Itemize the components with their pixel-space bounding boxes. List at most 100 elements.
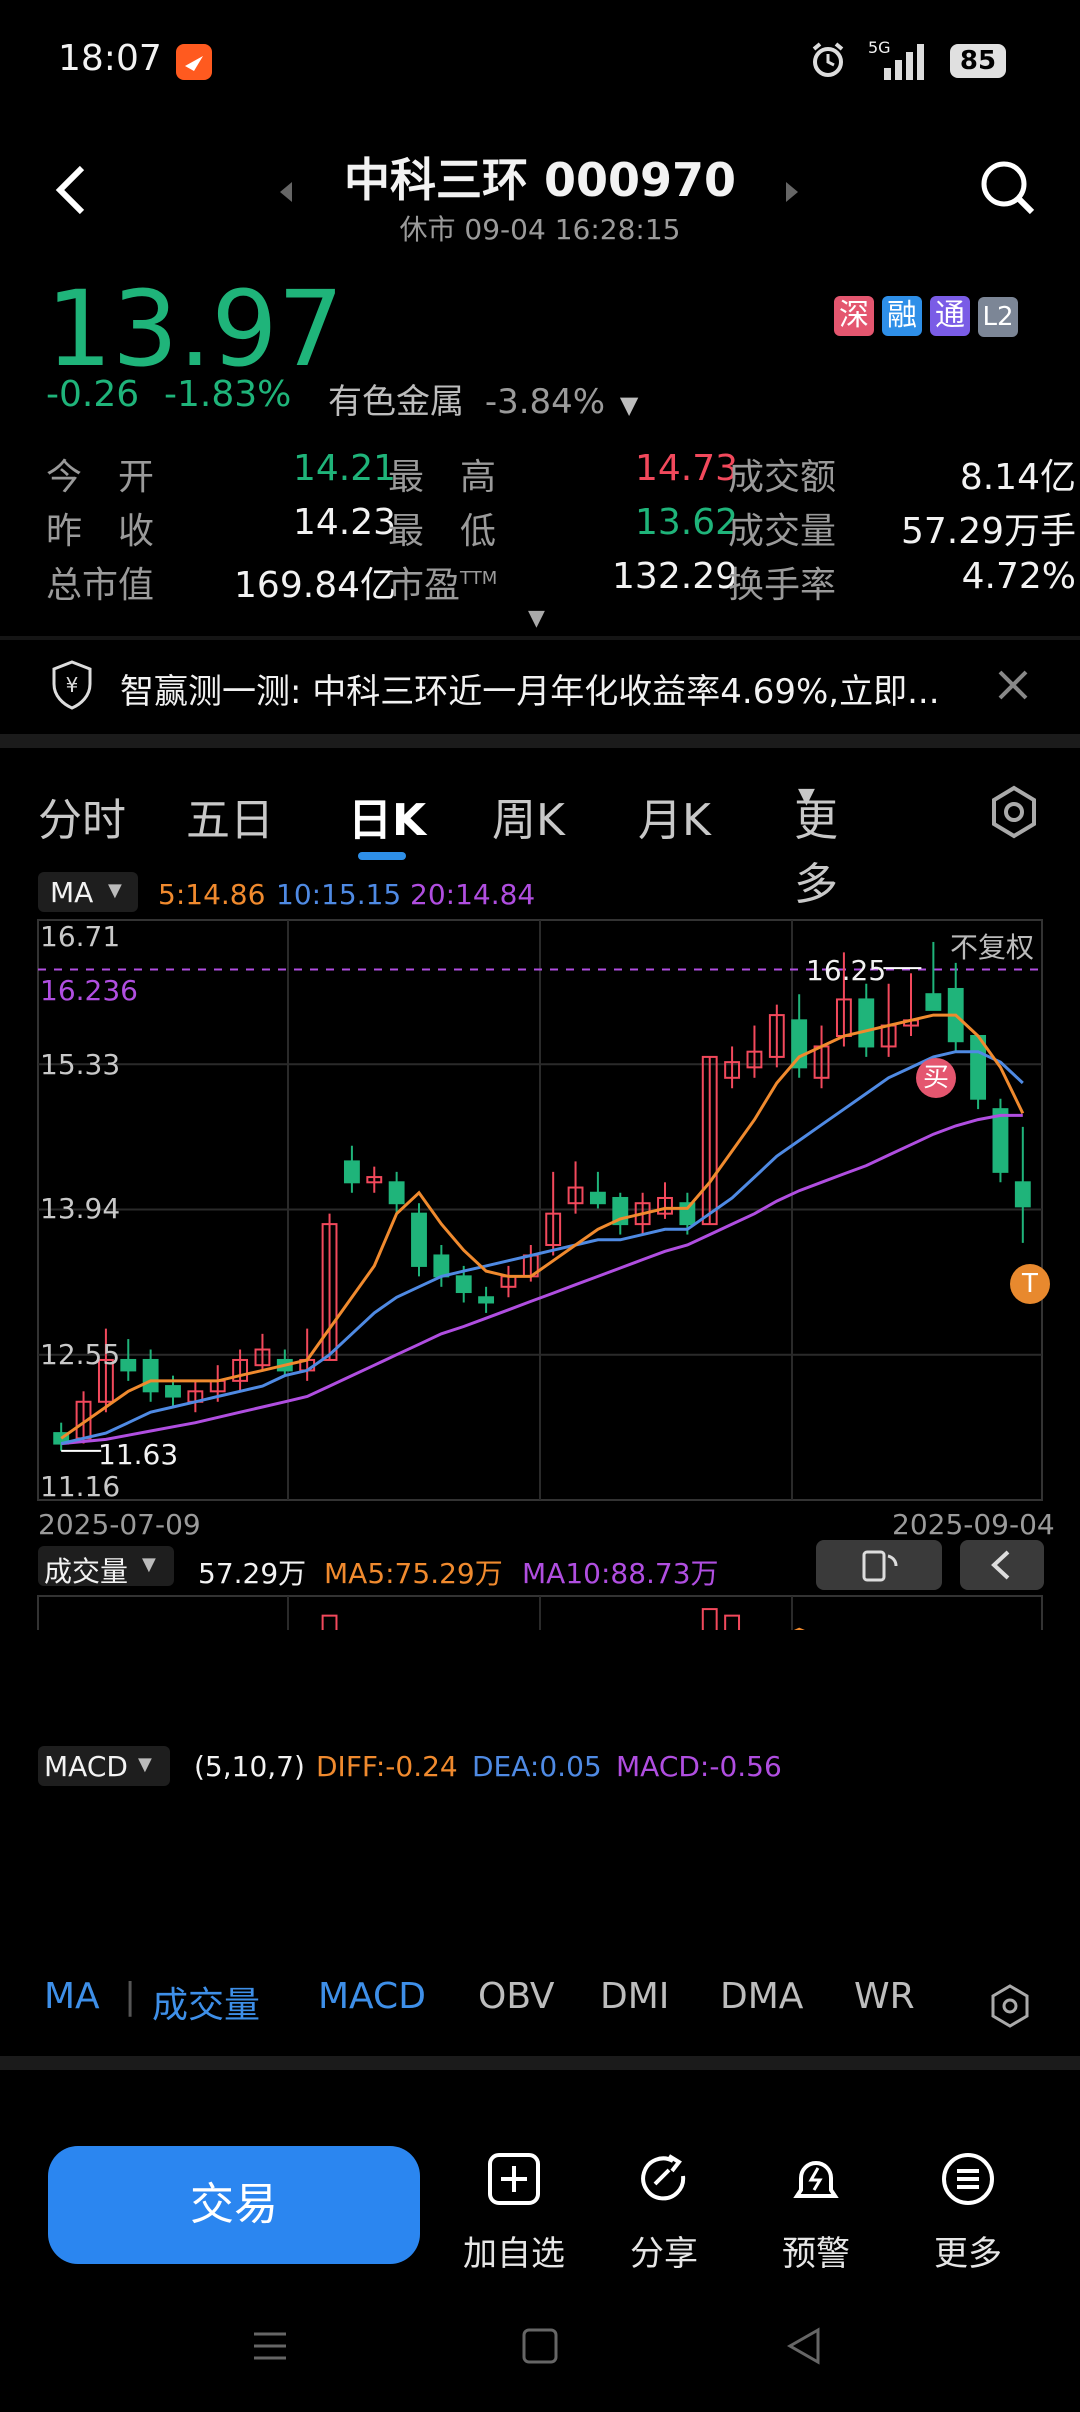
ma20-line: [61, 1113, 1023, 1446]
candle-body: [634, 1202, 651, 1226]
alarm-icon: [808, 40, 848, 84]
value-low: 13.62: [634, 502, 738, 543]
ma-selector[interactable]: MA ▼: [38, 872, 138, 912]
search-icon[interactable]: [978, 158, 1038, 222]
network-type: 5G: [868, 38, 891, 57]
prev-stock-icon[interactable]: [278, 180, 294, 208]
status-time: 18:07: [58, 38, 162, 79]
share-label: 分享: [630, 2234, 698, 2274]
indicator-tab-obv[interactable]: OBV: [478, 1976, 555, 2017]
more-button[interactable]: 更多: [908, 2150, 1028, 2275]
market-status: 休市 09-04 16:28:15: [399, 213, 681, 246]
collapse-panel-button[interactable]: [960, 1540, 1044, 1590]
alert-button[interactable]: 预警: [756, 2150, 876, 2275]
high-marker-label: 16.25: [806, 954, 887, 987]
macd-params: (5,10,7): [194, 1750, 305, 1783]
volume-bar: [701, 1608, 718, 1630]
macd-selector[interactable]: MACD ▼: [38, 1746, 170, 1786]
tab-more-label: 更多: [794, 795, 838, 910]
volume-selector[interactable]: 成交量 ▼: [38, 1546, 174, 1588]
indicator-tab-dma[interactable]: DMA: [720, 1976, 804, 2017]
volume-ma10: MA10:88.73万: [522, 1557, 719, 1590]
candle-body: [411, 1212, 427, 1267]
candle-body: [545, 1212, 562, 1247]
chevron-down-icon: ▼: [798, 784, 815, 809]
y-tick-4: 12.55: [40, 1338, 121, 1371]
badge-row: 深融通 L2: [826, 296, 1018, 337]
label-volume: 成交量: [728, 511, 837, 552]
tab-weekly-k[interactable]: 周K: [492, 795, 565, 846]
candle-body: [724, 1061, 741, 1079]
tab-monthly-k[interactable]: 月K: [638, 795, 711, 846]
label-open: 今 开: [46, 457, 155, 498]
kline-chart[interactable]: [0, 910, 1080, 1630]
divider: [0, 636, 1080, 640]
candle-body: [589, 1191, 606, 1205]
home-icon[interactable]: [520, 2326, 560, 2370]
macd-value: MACD:-0.56: [616, 1750, 782, 1783]
indicator-tab-volume[interactable]: 成交量: [152, 1985, 261, 2026]
candle-body: [992, 1108, 1009, 1173]
volume-ma5-line: [793, 1627, 805, 1630]
trade-button[interactable]: 交易: [48, 2146, 420, 2264]
adjust-mode-label[interactable]: 不复权: [950, 931, 1035, 964]
date-start: 2025-07-09: [38, 1508, 201, 1541]
more-label: 更多: [934, 2234, 1002, 2274]
candle-body: [701, 1055, 718, 1226]
macd-diff: DIFF:-0.24: [316, 1750, 458, 1783]
back-button[interactable]: [52, 162, 92, 222]
value-prev-close: 14.23: [292, 502, 396, 543]
system-nav-bar: [0, 2286, 1080, 2412]
more-menu-icon: [942, 2153, 994, 2205]
recent-apps-icon[interactable]: [250, 2326, 290, 2370]
battery-level: 85: [959, 46, 997, 76]
status-bar: 18:07 5G 85: [0, 0, 1080, 120]
indicator-tab-ma[interactable]: MA: [44, 1976, 100, 2017]
label-prev-close: 昨 收: [46, 511, 155, 552]
indicator-settings-icon[interactable]: [986, 1982, 1034, 2034]
candle-body: [478, 1296, 495, 1304]
y-tick-bottom: 11.16: [40, 1470, 121, 1503]
next-stock-icon[interactable]: [784, 180, 800, 208]
value-market-cap: 169.84亿: [234, 565, 396, 606]
ma5-value: 5:14.86: [158, 878, 266, 911]
indicator-tab-dmi[interactable]: DMI: [600, 1976, 670, 2017]
volume-bar: [724, 1614, 741, 1630]
ma10-line: [60, 1050, 1024, 1446]
candle-body: [567, 1186, 584, 1205]
expand-stats-icon[interactable]: ▼: [528, 606, 545, 631]
page-title: 中科三环 000970: [343, 153, 737, 207]
price-change-pct: -1.83%: [164, 374, 292, 415]
macd-label: MACD: [44, 1750, 128, 1783]
indicator-tab-wr[interactable]: WR: [854, 1976, 915, 2017]
indicator-separator: |: [124, 1976, 137, 2017]
rotate-screen-button[interactable]: [816, 1540, 942, 1590]
sector-link[interactable]: 有色金属 -3.84% ▼: [328, 374, 638, 423]
alert-label: 预警: [782, 2234, 850, 2274]
label-high: 最 高: [388, 457, 497, 498]
buy-signal-marker[interactable]: 买: [916, 1058, 956, 1098]
share-button[interactable]: 分享: [604, 2150, 724, 2275]
tab-intraday[interactable]: 分时: [38, 795, 126, 846]
candle-body: [142, 1358, 159, 1393]
divider: [0, 734, 1080, 748]
add-watchlist-button[interactable]: 加自选: [454, 2150, 574, 2275]
label-market-cap: 总市值: [46, 565, 155, 606]
candle-body: [120, 1358, 137, 1372]
chevron-down-icon: ▼: [108, 880, 122, 901]
candle-body: [388, 1181, 405, 1205]
tab-daily-k[interactable]: 日K: [348, 795, 427, 846]
indicator-tabs: MA | 成交量 MACD OBV DMI DMA WR: [0, 1976, 1080, 2032]
candle-body: [232, 1358, 249, 1382]
promo-banner[interactable]: ¥ 智赢测一测: 中科三环近一月年化收益率4.69%,立即...: [0, 640, 1080, 732]
label-turnover-amount: 成交额: [728, 457, 837, 498]
share-icon: [641, 2154, 686, 2201]
candle-body: [768, 1014, 785, 1058]
tab-five-day[interactable]: 五日: [186, 795, 274, 846]
back-nav-icon[interactable]: [784, 2326, 824, 2370]
settings-icon[interactable]: [986, 784, 1042, 844]
value-high: 14.73: [634, 448, 738, 489]
indicator-tab-macd[interactable]: MACD: [318, 1976, 426, 2017]
t-signal-marker[interactable]: T: [1010, 1264, 1050, 1304]
close-icon[interactable]: [996, 668, 1030, 706]
